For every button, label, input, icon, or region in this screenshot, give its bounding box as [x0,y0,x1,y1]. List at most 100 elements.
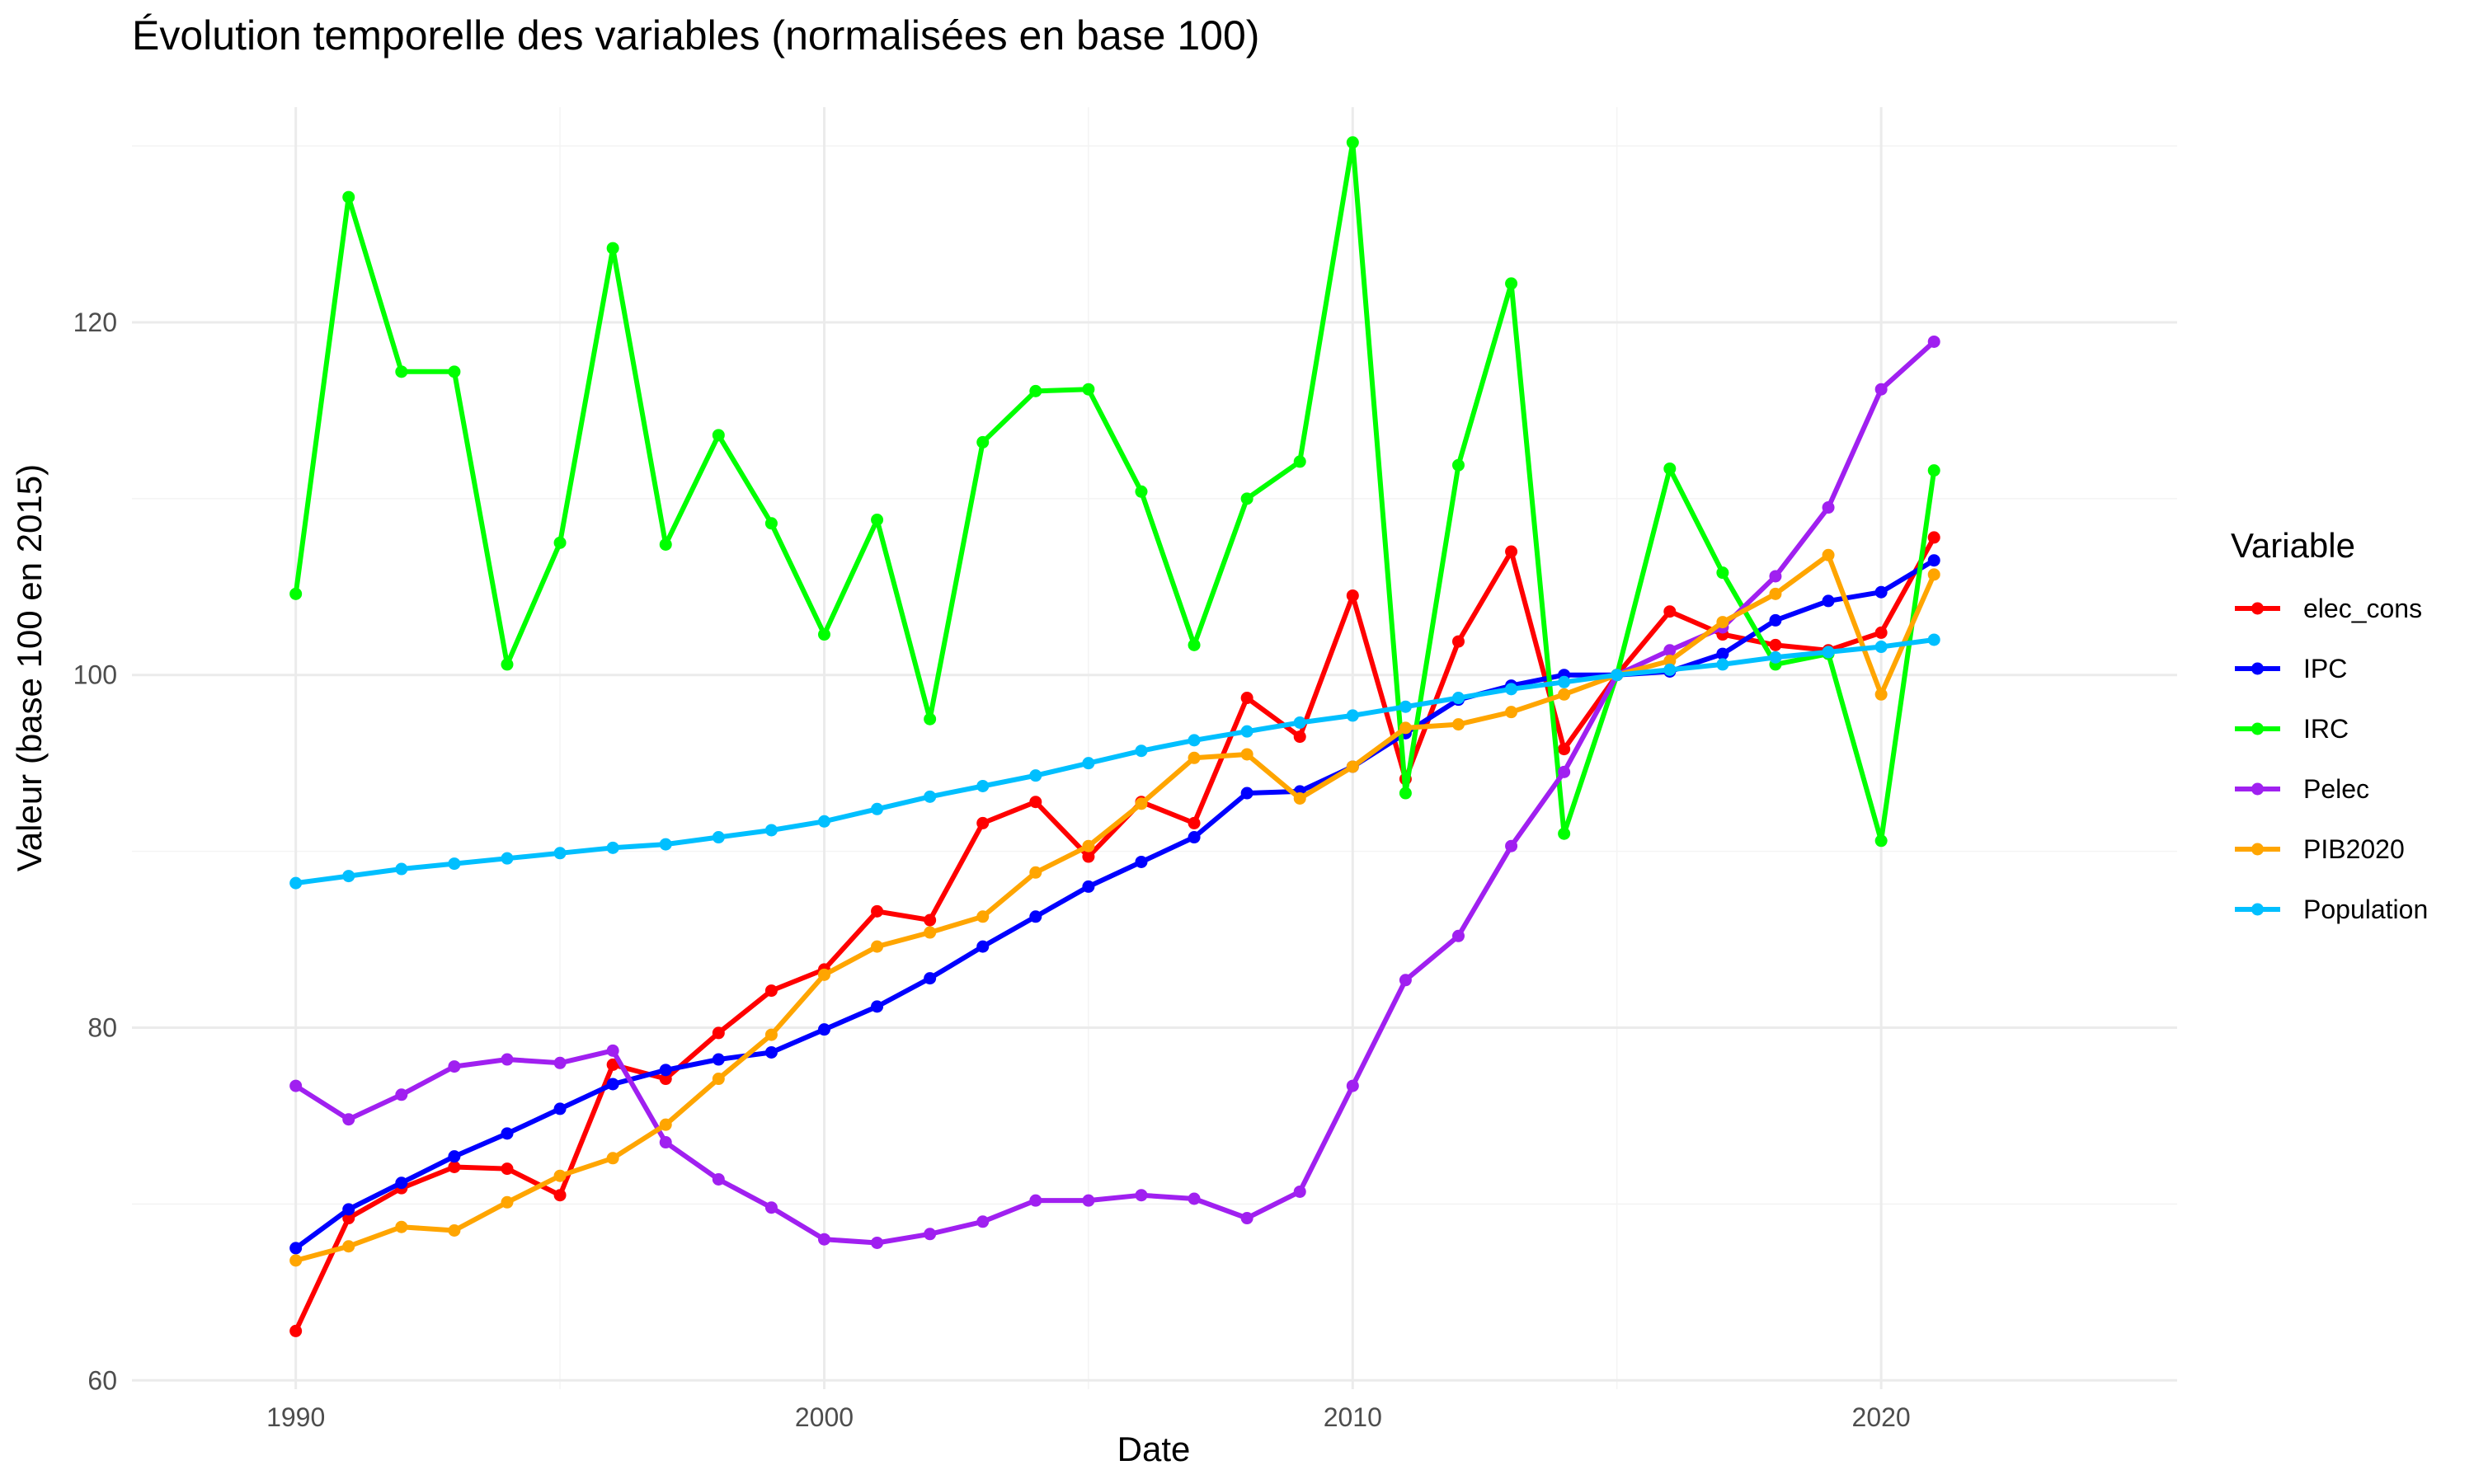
x-tick-label: 2000 [795,1402,854,1432]
data-point-ipc [1082,880,1095,893]
minor-gridlines [132,107,2177,1389]
data-point-pib2020 [924,926,937,939]
data-point-pelec [924,1228,937,1241]
data-point-pib2020 [606,1152,619,1165]
series-line-population [293,637,1937,886]
data-point-pib2020 [395,1220,408,1233]
data-point-ipc [712,1053,725,1066]
data-point-population [1082,757,1095,770]
data-point-elec-cons [924,913,937,927]
data-point-pelec [1240,1212,1253,1225]
data-point-irc [1240,492,1253,505]
data-point-elec-cons [289,1324,303,1337]
data-point-elec-cons [976,816,990,829]
y-tick-label: 80 [87,1013,117,1043]
y-axis-title: Valeur (base 100 en 2015) [10,464,49,871]
data-point-elec-cons [1188,816,1201,829]
data-point-pelec [817,1233,830,1246]
data-point-irc [659,538,672,551]
legend-item-ipc: IPC [2235,654,2347,683]
series-layer [289,136,1940,1337]
data-point-ipc [289,1242,303,1255]
series-irc [289,136,1940,848]
data-point-pib2020 [659,1118,672,1131]
data-point-ipc [1822,594,1835,608]
data-point-population [1346,709,1359,722]
data-point-pelec [1505,839,1518,852]
data-point-population [1293,716,1306,729]
series-ipc [289,554,1940,1255]
data-point-elec-cons [871,904,884,918]
legend-key-point [2251,843,2264,856]
data-point-pib2020 [1663,655,1677,668]
data-point-irc [1716,566,1729,580]
x-tick-label: 1990 [266,1402,325,1432]
data-point-population [1874,641,1888,654]
data-point-ipc [342,1203,355,1216]
data-point-population [871,802,884,815]
data-point-pib2020 [712,1073,725,1086]
data-point-irc [501,658,514,671]
data-point-population [289,876,303,890]
data-point-irc [606,242,619,255]
data-point-pelec [659,1136,672,1149]
data-point-pelec [1558,765,1571,778]
data-point-ipc [1188,831,1201,844]
data-point-irc [553,536,567,549]
legend-label: PIB2020 [2303,834,2405,864]
data-point-population [976,779,990,792]
legend-key-point [2251,662,2264,675]
data-point-population [1558,675,1571,688]
data-point-pib2020 [817,968,830,981]
data-point-pib2020 [1874,688,1888,701]
data-point-ipc [501,1127,514,1140]
data-point-population [764,824,778,837]
data-point-pelec [1346,1079,1359,1092]
legend-label: Pelec [2303,774,2369,804]
data-point-population [1716,658,1729,671]
data-point-elec-cons [1346,589,1359,602]
data-point-population [659,838,672,851]
y-tick-label: 60 [87,1365,117,1395]
legend-item-elec-cons: elec_cons [2235,594,2422,623]
data-point-pelec [764,1201,778,1214]
y-tick-label: 100 [73,660,117,690]
data-point-pelec [289,1079,303,1092]
data-point-pib2020 [1505,706,1518,719]
series-line-ipc [293,557,1937,1251]
data-point-pib2020 [1399,721,1412,735]
data-point-pib2020 [1188,751,1201,764]
data-point-irc [1874,834,1888,848]
data-point-population [1663,663,1677,676]
data-point-elec-cons [1769,638,1782,651]
data-point-ipc [395,1176,408,1190]
data-point-elec-cons [448,1160,461,1173]
legend-item-pib2020: PIB2020 [2235,834,2405,864]
data-point-elec-cons [1927,531,1940,544]
series-line-elec-cons [293,534,1937,1334]
legend-key-point [2251,782,2264,796]
y-axis-ticks: 60 80 100 120 [73,308,117,1395]
data-point-elec-cons [1082,850,1095,863]
data-point-irc [1399,787,1412,800]
data-point-pelec [1293,1185,1306,1198]
data-point-population [817,815,830,828]
data-point-pib2020 [871,940,884,953]
data-point-ipc [1029,910,1042,923]
data-point-population [395,862,408,876]
data-point-pib2020 [764,1028,778,1041]
data-point-elec-cons [659,1073,672,1086]
data-point-pib2020 [289,1254,303,1267]
data-point-ipc [1927,554,1940,567]
data-point-pelec [871,1236,884,1249]
data-point-pib2020 [1082,839,1095,852]
legend-key-point [2251,602,2264,615]
data-point-population [1927,633,1940,646]
data-point-irc [1293,455,1306,468]
data-point-ipc [976,940,990,953]
legend-label: Population [2303,895,2428,924]
data-point-population [448,857,461,871]
data-point-ipc [764,1045,778,1059]
data-point-irc [289,587,303,600]
